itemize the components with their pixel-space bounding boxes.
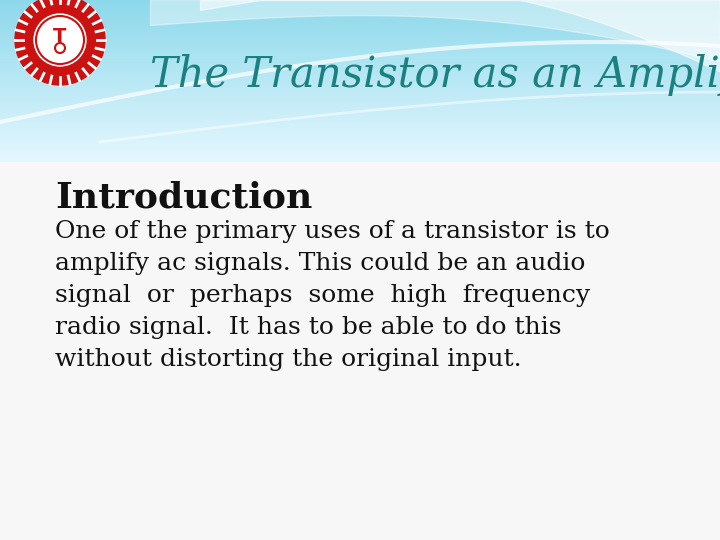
Text: amplify ac signals. This could be an audio: amplify ac signals. This could be an aud… xyxy=(55,252,585,275)
Circle shape xyxy=(34,14,86,66)
Text: radio signal.  It has to be able to do this: radio signal. It has to be able to do th… xyxy=(55,316,562,339)
Text: One of the primary uses of a transistor is to: One of the primary uses of a transistor … xyxy=(55,220,610,243)
Text: The Transistor as an Amplifier: The Transistor as an Amplifier xyxy=(150,54,720,96)
Text: T: T xyxy=(53,28,67,46)
FancyBboxPatch shape xyxy=(0,162,720,540)
Text: Introduction: Introduction xyxy=(55,180,312,214)
Circle shape xyxy=(15,0,105,85)
Text: without distorting the original input.: without distorting the original input. xyxy=(55,348,521,371)
Text: signal  or  perhaps  some  high  frequency: signal or perhaps some high frequency xyxy=(55,284,590,307)
